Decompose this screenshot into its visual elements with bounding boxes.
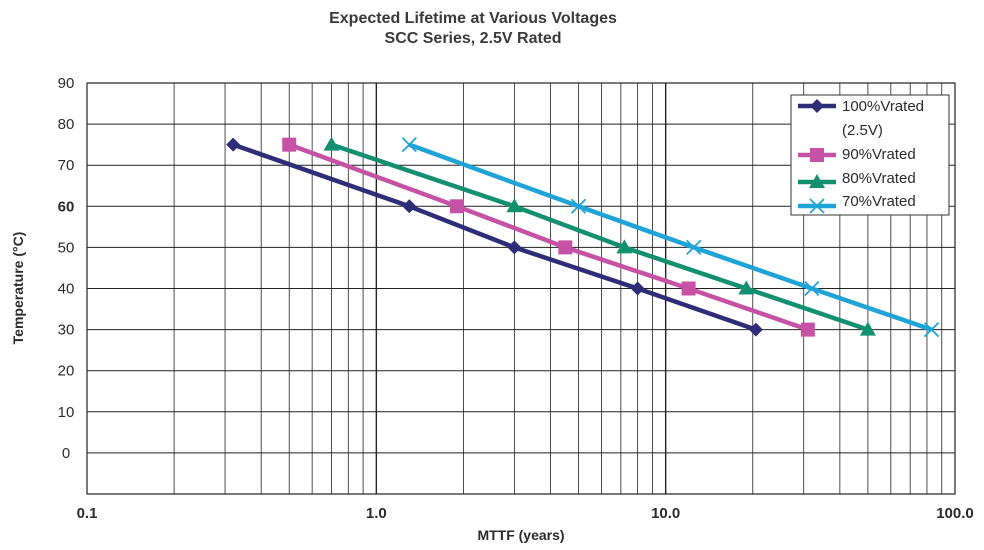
y-tick-label: 0 [62, 445, 70, 462]
data-point [630, 281, 645, 296]
data-point [570, 198, 587, 214]
y-tick-label: 40 [58, 281, 75, 298]
data-point [859, 321, 876, 336]
data-point [449, 199, 464, 214]
y-tick-label: 50 [58, 239, 75, 256]
y-tick-label: 60 [58, 198, 75, 215]
data-point [323, 136, 340, 151]
data-point [616, 239, 633, 254]
series-line [232, 142, 757, 332]
data-point [800, 322, 815, 337]
chart-title: Expected Lifetime at Various Voltages [329, 10, 617, 27]
y-tick-label: 90 [58, 75, 75, 92]
data-point [748, 322, 763, 337]
x-tick-label: 100.0 [936, 505, 974, 522]
y-tick-label: 10 [58, 404, 75, 421]
legend-marker [809, 198, 825, 214]
data-point [686, 239, 702, 256]
data-point [506, 198, 523, 213]
legend-label: (2.5V) [842, 122, 883, 139]
x-tick-label: 1.0 [366, 505, 387, 522]
series-0 [226, 137, 763, 337]
series-2 [323, 136, 876, 336]
legend-item-0: 100%Vrated (2.5V) [798, 98, 924, 139]
series-1 [282, 137, 815, 337]
legend-label: 100%Vrated [842, 98, 924, 115]
data-point [558, 240, 573, 255]
data-point [738, 280, 755, 295]
y-tick-label: 80 [58, 116, 75, 133]
data-point [402, 199, 417, 214]
plot-frame [86, 82, 956, 495]
y-axis-label: Temperature (°C) [10, 232, 26, 345]
y-axis-ticks: 0 10 20 30 40 50 60 70 80 90 [58, 75, 75, 462]
data-point [226, 137, 241, 152]
legend-label: 80%Vrated [842, 170, 916, 187]
legend-label: 90%Vrated [842, 146, 916, 163]
series-layer [226, 136, 940, 338]
data-point [401, 137, 417, 153]
legend: 100%Vrated (2.5V) 90%Vrated 80%Vrated 70%Vra… [790, 94, 950, 216]
legend-item-3: 70%Vrated [798, 193, 916, 214]
x-axis-ticks: 0.1 1.0 10.0 100.0 [77, 505, 974, 522]
x-tick-label: 0.1 [77, 505, 98, 522]
data-point [282, 137, 297, 152]
series-3 [401, 137, 940, 338]
legend-item-2: 80%Vrated [798, 170, 916, 188]
x-tick-label: 10.0 [651, 505, 680, 522]
x-axis-label: MTTF (years) [477, 527, 564, 543]
chart-subtitle: SCC Series, 2.5V Rated [385, 30, 562, 47]
legend-item-1: 90%Vrated [798, 146, 916, 163]
legend-marker [810, 148, 824, 162]
legend-marker [809, 174, 825, 188]
data-point [804, 280, 820, 297]
y-tick-label: 30 [58, 322, 75, 339]
data-point [681, 281, 696, 296]
y-tick-label: 20 [58, 363, 75, 380]
data-point [507, 240, 522, 255]
legend-marker [810, 99, 824, 113]
series-line [288, 142, 809, 332]
y-tick-label: 70 [58, 157, 75, 174]
legend-label: 70%Vrated [842, 193, 916, 210]
series-line [330, 142, 869, 332]
data-point [923, 321, 940, 338]
